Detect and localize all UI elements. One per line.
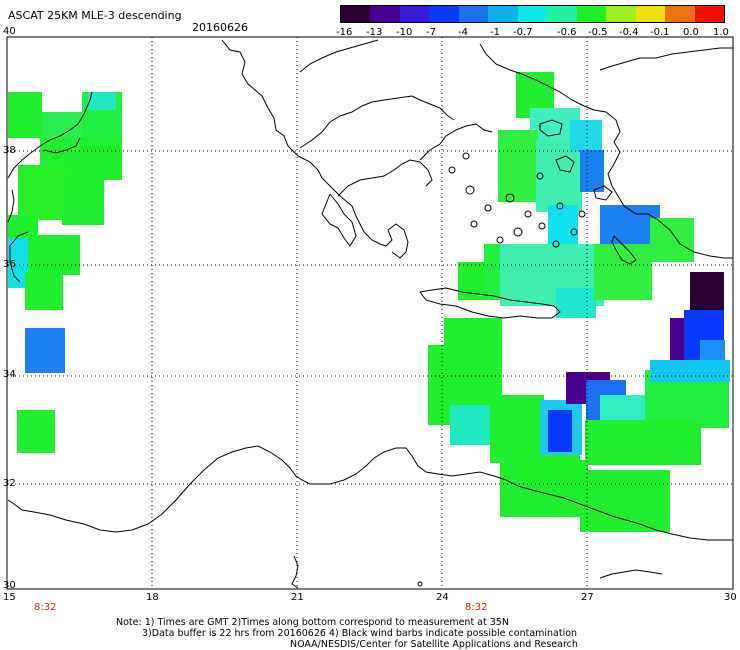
lon-label: 15 [3, 592, 16, 603]
lon-label: 24 [436, 592, 449, 603]
colorbar-seg [341, 6, 371, 22]
colorbar-seg [429, 6, 459, 22]
colorbar-label: 0.0 [683, 27, 699, 38]
lon-label: 30 [724, 592, 737, 603]
colorbar [340, 5, 725, 23]
colorbar-seg [399, 6, 430, 22]
graticule [7, 37, 733, 589]
time-label: 8:32 [465, 602, 488, 613]
colorbar-label: -16 [336, 27, 353, 38]
colorbar-label: -4 [458, 27, 468, 38]
lat-label: 36 [3, 259, 16, 270]
lat-label: 30 [3, 580, 16, 591]
lon-label: 18 [146, 592, 159, 603]
colorbar-seg [517, 6, 548, 22]
colorbar-label: -7 [426, 27, 436, 38]
colorbar-seg [635, 6, 666, 22]
coastlines [7, 39, 733, 589]
colorbar-seg [606, 6, 636, 22]
lat-label: 38 [3, 145, 16, 156]
colorbar-seg [547, 6, 577, 22]
colorbar-seg [665, 6, 695, 22]
colorbar-seg [694, 6, 725, 22]
colorbar-label: -0.5 [588, 27, 608, 38]
lat-label: 32 [3, 478, 16, 489]
colorbar-label: -0.1 [650, 27, 670, 38]
colorbar-label: -0.7 [513, 27, 533, 38]
lat-label: 34 [3, 369, 16, 380]
colorbar-label: -0.4 [619, 27, 639, 38]
colorbar-label: -10 [396, 27, 413, 38]
note-line-1: Note: 1) Times are GMT 2)Times along bot… [116, 617, 509, 628]
colorbar-seg [488, 6, 518, 22]
colorbar-seg [370, 6, 400, 22]
wind-cells [8, 72, 730, 532]
lon-label: 21 [291, 592, 304, 603]
colorbar-seg [458, 6, 489, 22]
lon-label: 27 [581, 592, 594, 603]
colorbar-label: -13 [366, 27, 383, 38]
product-date: 20160626 [192, 21, 248, 34]
lat-label: 40 [3, 26, 16, 37]
colorbar-label: 1.0 [713, 27, 729, 38]
colorbar-seg [576, 6, 607, 22]
map-frame [6, 36, 734, 590]
colorbar-label: -0.6 [557, 27, 577, 38]
note-line-3: NOAA/NESDIS/Center for Satellite Applica… [290, 639, 578, 650]
time-label: 8:32 [34, 602, 57, 613]
product-title: ASCAT 25KM MLE-3 descending [8, 9, 182, 22]
note-line-2: 3)Data buffer is 22 hrs from 20160626 4)… [142, 628, 578, 639]
colorbar-label: -1 [490, 27, 500, 38]
